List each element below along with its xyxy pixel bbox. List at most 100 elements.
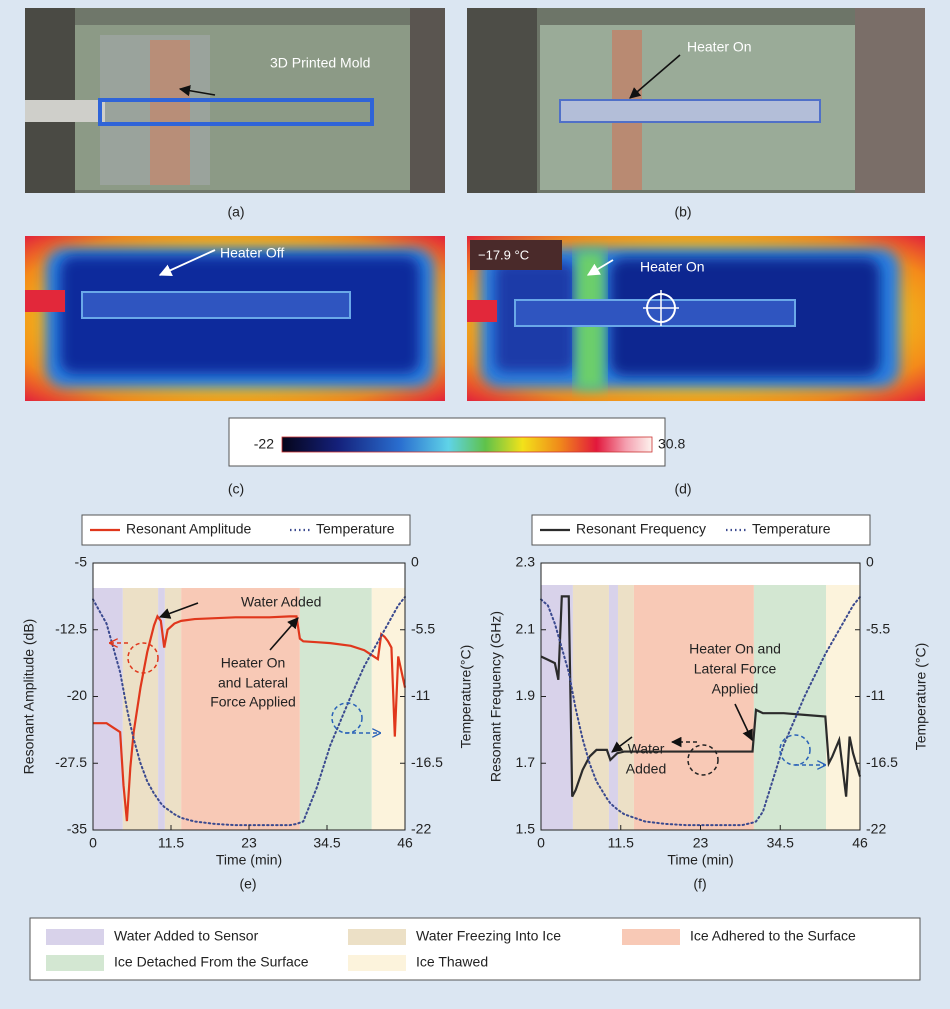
panel-label: (b): [674, 204, 691, 220]
legend-label: Water Freezing Into Ice: [416, 928, 561, 944]
x-tick-label: 23: [241, 835, 257, 851]
annotation: 3D Printed Mold: [270, 55, 370, 71]
region: [371, 588, 405, 830]
legend-swatch: [46, 929, 104, 945]
panel-label: (d): [674, 481, 691, 497]
x-tick-label: 11.5: [608, 835, 634, 851]
region: [753, 585, 827, 830]
y-tick-label: 2.1: [516, 620, 536, 636]
x-tick-label: 0: [537, 835, 545, 851]
y-tick-label: 1.5: [516, 821, 536, 837]
annotation: Applied: [712, 681, 759, 697]
legend-label: Temperature: [752, 521, 831, 537]
axis-indicator: [127, 642, 159, 674]
panel-label: (a): [227, 204, 244, 220]
series-line: [540, 595, 861, 827]
x-tick-label: 0: [89, 835, 97, 851]
colorbar: [281, 436, 653, 453]
region: [617, 585, 634, 830]
legend-label: Ice Detached From the Surface: [114, 954, 309, 970]
region: [541, 585, 573, 830]
region: [164, 588, 182, 830]
annotation-arrow: [269, 617, 299, 651]
legend-label: Ice Thawed: [416, 954, 488, 970]
y-tick-label: 1.7: [516, 754, 536, 770]
y2-tick-label: 0: [866, 554, 874, 570]
y-axis-label: Resonant Amplitude (dB): [21, 619, 37, 775]
x-tick-label: 11.5: [158, 835, 184, 851]
y2-tick-label: -11: [411, 687, 430, 703]
annotation: Heater Off: [220, 245, 284, 261]
region: [158, 588, 165, 830]
legend-swatch: [348, 955, 406, 971]
legend-swatch: [622, 929, 680, 945]
x-tick-label: 46: [397, 835, 413, 851]
y-tick-label: 1.9: [516, 687, 536, 703]
legend-box: [81, 514, 411, 546]
y2-tick-label: -11: [866, 687, 885, 703]
legend-box: [531, 514, 871, 546]
temperature-readout: −17.9 °C: [478, 247, 529, 262]
annotation: Heater On and: [689, 641, 781, 657]
annotation-arrow: [734, 703, 753, 742]
x-axis-label: Time (min): [667, 852, 733, 868]
annotation-arrow: [158, 602, 199, 619]
photo-a: 3D Printed Mold: [25, 8, 445, 193]
annotation: Water Added: [241, 594, 321, 610]
y-tick-label: 2.3: [516, 554, 536, 570]
y-axis-label: Resonant Frequency (GHz): [488, 611, 504, 782]
x-tick-label: 34.5: [313, 835, 340, 851]
region: [826, 585, 860, 830]
y2-axis-label: Temperature (°C): [913, 643, 929, 751]
photo-b: Heater On: [467, 8, 925, 193]
region: [181, 588, 300, 830]
legend-label: Resonant Frequency: [576, 521, 706, 537]
annotation: Heater On: [640, 259, 705, 275]
annotation: Water: [628, 741, 665, 757]
annotation: and Lateral: [218, 675, 288, 691]
region: [93, 588, 123, 830]
annotation: Lateral Force: [694, 661, 777, 677]
legend-label: Temperature: [316, 521, 395, 537]
annotation-arrow: [611, 736, 633, 753]
legend-label: Ice Adhered to the Surface: [690, 928, 856, 944]
y-tick-label: -12.5: [55, 620, 87, 636]
annotation: Added: [626, 761, 666, 777]
legend-box: [29, 917, 921, 981]
y2-tick-label: -5.5: [411, 620, 435, 636]
y-tick-label: -5: [75, 554, 88, 570]
panel-label: (f): [693, 876, 706, 892]
colorbar-max: 30.8: [658, 436, 685, 452]
x-axis-label: Time (min): [216, 852, 282, 868]
y-tick-label: -20: [67, 687, 87, 703]
y-tick-label: -27.5: [55, 754, 87, 770]
region: [608, 585, 618, 830]
legend-swatch: [348, 929, 406, 945]
y2-tick-label: -16.5: [411, 754, 443, 770]
series-line: [540, 595, 862, 798]
legend-label: Water Added to Sensor: [114, 928, 259, 944]
y2-tick-label: -22: [866, 821, 886, 837]
colorbar-min: -22: [254, 436, 274, 452]
region: [633, 585, 754, 830]
series-line: [92, 595, 406, 827]
x-tick-label: 23: [693, 835, 709, 851]
y2-axis-label: Temperature(°C): [458, 645, 474, 749]
legend-swatch: [46, 955, 104, 971]
annotation: Force Applied: [210, 694, 296, 710]
y-tick-label: -35: [67, 821, 87, 837]
y2-tick-label: -16.5: [866, 754, 898, 770]
series-line: [93, 614, 407, 822]
x-tick-label: 34.5: [767, 835, 794, 851]
region: [572, 585, 609, 830]
y2-tick-label: 0: [411, 554, 419, 570]
axis-indicator: [687, 744, 719, 776]
thermal-c: Heater Off: [25, 236, 445, 401]
legend-label: Resonant Amplitude: [126, 521, 252, 537]
thermal-d: −17.9 °C Heater On: [467, 236, 925, 401]
x-tick-label: 46: [852, 835, 868, 851]
panel-label: (c): [228, 481, 244, 497]
y2-tick-label: -22: [411, 821, 431, 837]
panel-label: (e): [239, 876, 256, 892]
